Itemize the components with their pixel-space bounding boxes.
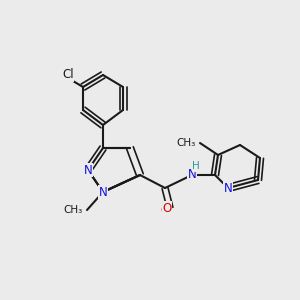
Text: N: N <box>224 182 232 194</box>
Text: N: N <box>84 164 92 176</box>
Text: N: N <box>188 169 196 182</box>
Text: CH₃: CH₃ <box>64 205 83 215</box>
Text: O: O <box>160 203 169 217</box>
Text: Cl: Cl <box>62 68 74 82</box>
Text: O: O <box>162 202 172 214</box>
Text: CH₃: CH₃ <box>177 138 196 148</box>
Text: N: N <box>99 185 107 199</box>
Text: H: H <box>192 161 200 171</box>
